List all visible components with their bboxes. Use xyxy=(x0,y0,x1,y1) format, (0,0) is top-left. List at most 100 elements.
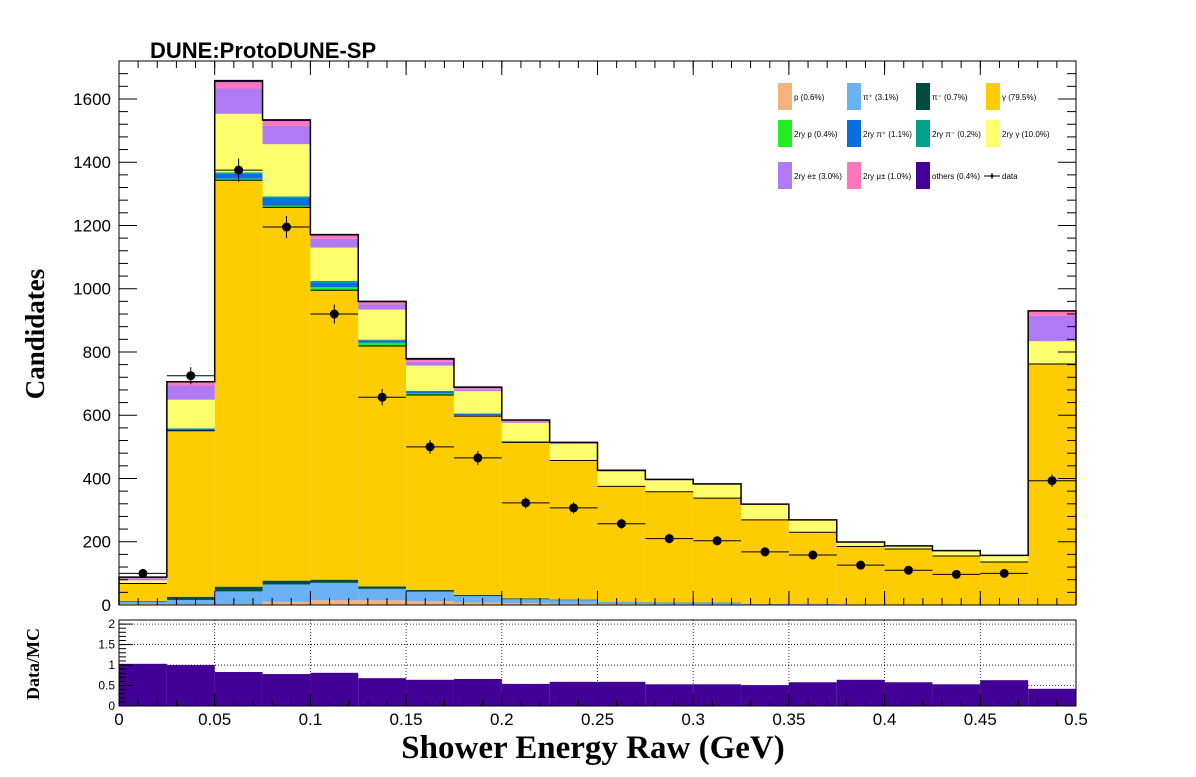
legend-swatch-0 xyxy=(778,83,792,110)
stack-bar-3-14 xyxy=(789,532,837,604)
legend-swatch-7 xyxy=(986,120,1000,147)
stack-bar-7-6 xyxy=(406,366,454,391)
stack-bar-2-8 xyxy=(502,598,550,599)
stack-bar-7-1 xyxy=(167,400,215,428)
stack-bar-1-3 xyxy=(263,584,311,601)
legend-label-3: γ (79.5%) xyxy=(1002,93,1037,102)
stack-bar-3-1 xyxy=(167,431,215,597)
ratio-bar-7 xyxy=(454,679,502,706)
stack-bar-1-0 xyxy=(119,602,167,605)
stack-bar-2-3 xyxy=(263,581,311,585)
chart-title: DUNE:ProtoDUNE-SP xyxy=(150,38,376,63)
stack-bar-3-12 xyxy=(693,498,741,602)
stack-bar-1-1 xyxy=(167,600,215,604)
data-point-10 xyxy=(617,519,626,528)
stack-bar-2-2 xyxy=(215,587,263,592)
stack-bar-7-3 xyxy=(263,144,311,196)
stack-bar-3-13 xyxy=(741,520,789,604)
stack-bar-8-10 xyxy=(598,471,646,472)
stack-bar-1-5 xyxy=(358,589,406,600)
data-point-19 xyxy=(1048,476,1057,485)
ratio-y-tick-label-4: 2 xyxy=(108,617,115,631)
x-tick-label-8: 0.4 xyxy=(873,710,897,729)
stack-bar-7-5 xyxy=(358,310,406,340)
legend-swatch-9 xyxy=(847,162,861,189)
legend-label-0: p (0.6%) xyxy=(794,93,825,102)
stack-bar-8-2 xyxy=(215,89,263,114)
stack-bar-3-3 xyxy=(263,207,311,580)
legend-swatch-1 xyxy=(847,83,861,110)
legend-label-1: π⁺ (3.1%) xyxy=(863,93,899,102)
stack-bar-3-10 xyxy=(598,486,646,601)
data-point-9 xyxy=(569,503,578,512)
legend-swatch-10 xyxy=(916,162,930,189)
ratio-bar-15 xyxy=(837,680,885,706)
stack-bar-7-0 xyxy=(119,580,167,583)
ratio-bar-0 xyxy=(119,664,167,706)
stack-bar-6-3 xyxy=(263,196,311,198)
data-point-8 xyxy=(521,498,530,507)
ratio-bar-14 xyxy=(789,682,837,706)
stack-bar-9-2 xyxy=(215,82,263,88)
stack-bar-6-4 xyxy=(310,281,358,283)
stack-bar-2-4 xyxy=(310,580,358,583)
stack-bar-3-8 xyxy=(502,442,550,598)
ratio-y-tick-label-2: 1 xyxy=(108,658,115,672)
legend-label-7: 2ry γ (10.0%) xyxy=(1002,130,1050,139)
y-axis-label: Candidates xyxy=(20,269,50,400)
data-point-13 xyxy=(760,547,769,556)
stack-bar-7-15 xyxy=(837,543,885,547)
data-point-5 xyxy=(378,393,387,402)
stack-bar-8-8 xyxy=(502,422,550,423)
stack-bar-8-9 xyxy=(550,443,598,444)
stack-bar-9-7 xyxy=(454,388,502,389)
y-tick-label-5: 1000 xyxy=(73,280,111,299)
x-tick-label-1: 0.05 xyxy=(198,710,231,729)
legend-label-6: 2ry π⁻ (0.2%) xyxy=(932,130,981,139)
stack-bar-2-6 xyxy=(406,590,454,592)
stack-bar-1-10 xyxy=(598,602,646,604)
stack-bar-7-10 xyxy=(598,472,646,486)
stack-bar-5-7 xyxy=(454,414,502,416)
x-tick-label-4: 0.2 xyxy=(490,710,514,729)
stack-bar-8-19 xyxy=(1028,316,1076,341)
stack-bar-5-5 xyxy=(358,341,406,343)
stack-bar-1-11 xyxy=(645,603,693,605)
stack-bar-6-6 xyxy=(406,391,454,392)
legend-swatch-2 xyxy=(916,83,930,110)
ratio-y-tick-label-3: 1.5 xyxy=(98,638,115,652)
stack-bar-3-2 xyxy=(215,180,263,586)
legend-swatch-5 xyxy=(847,120,861,147)
stack-bar-8-3 xyxy=(263,126,311,144)
stack-bar-1-7 xyxy=(454,596,502,602)
data-point-0 xyxy=(138,569,147,578)
stack-bar-9-4 xyxy=(310,236,358,239)
y-tick-label-6: 1200 xyxy=(73,216,111,235)
y-tick-label-8: 1600 xyxy=(73,90,111,109)
stack-bar-9-6 xyxy=(406,360,454,362)
legend-label-data: data xyxy=(1002,172,1018,181)
stack-bar-5-6 xyxy=(406,392,454,394)
stack-bar-0-4 xyxy=(310,600,358,605)
y-tick-label-2: 400 xyxy=(83,469,111,488)
x-tick-label-2: 0.1 xyxy=(299,710,323,729)
stack-bar-5-4 xyxy=(310,282,358,287)
legend-label-5: 2ry π⁺ (1.1%) xyxy=(863,130,912,139)
stack-bar-3-17 xyxy=(932,556,980,605)
stack-bar-6-1 xyxy=(167,428,215,429)
stack-bar-3-6 xyxy=(406,395,454,590)
ratio-bar-8 xyxy=(502,684,550,706)
stack-bar-7-18 xyxy=(980,556,1028,562)
stack-bar-1-6 xyxy=(406,592,454,601)
ratio-bar-4 xyxy=(310,673,358,706)
legend-swatch-8 xyxy=(778,162,792,189)
stack-bar-7-14 xyxy=(789,520,837,532)
x-axis-label: Shower Energy Raw (GeV) xyxy=(401,730,784,766)
x-tick-label-7: 0.35 xyxy=(772,710,805,729)
data-point-11 xyxy=(665,534,674,543)
data-point-4 xyxy=(330,310,339,319)
ratio-bar-3 xyxy=(263,674,311,706)
data-point-12 xyxy=(713,536,722,545)
